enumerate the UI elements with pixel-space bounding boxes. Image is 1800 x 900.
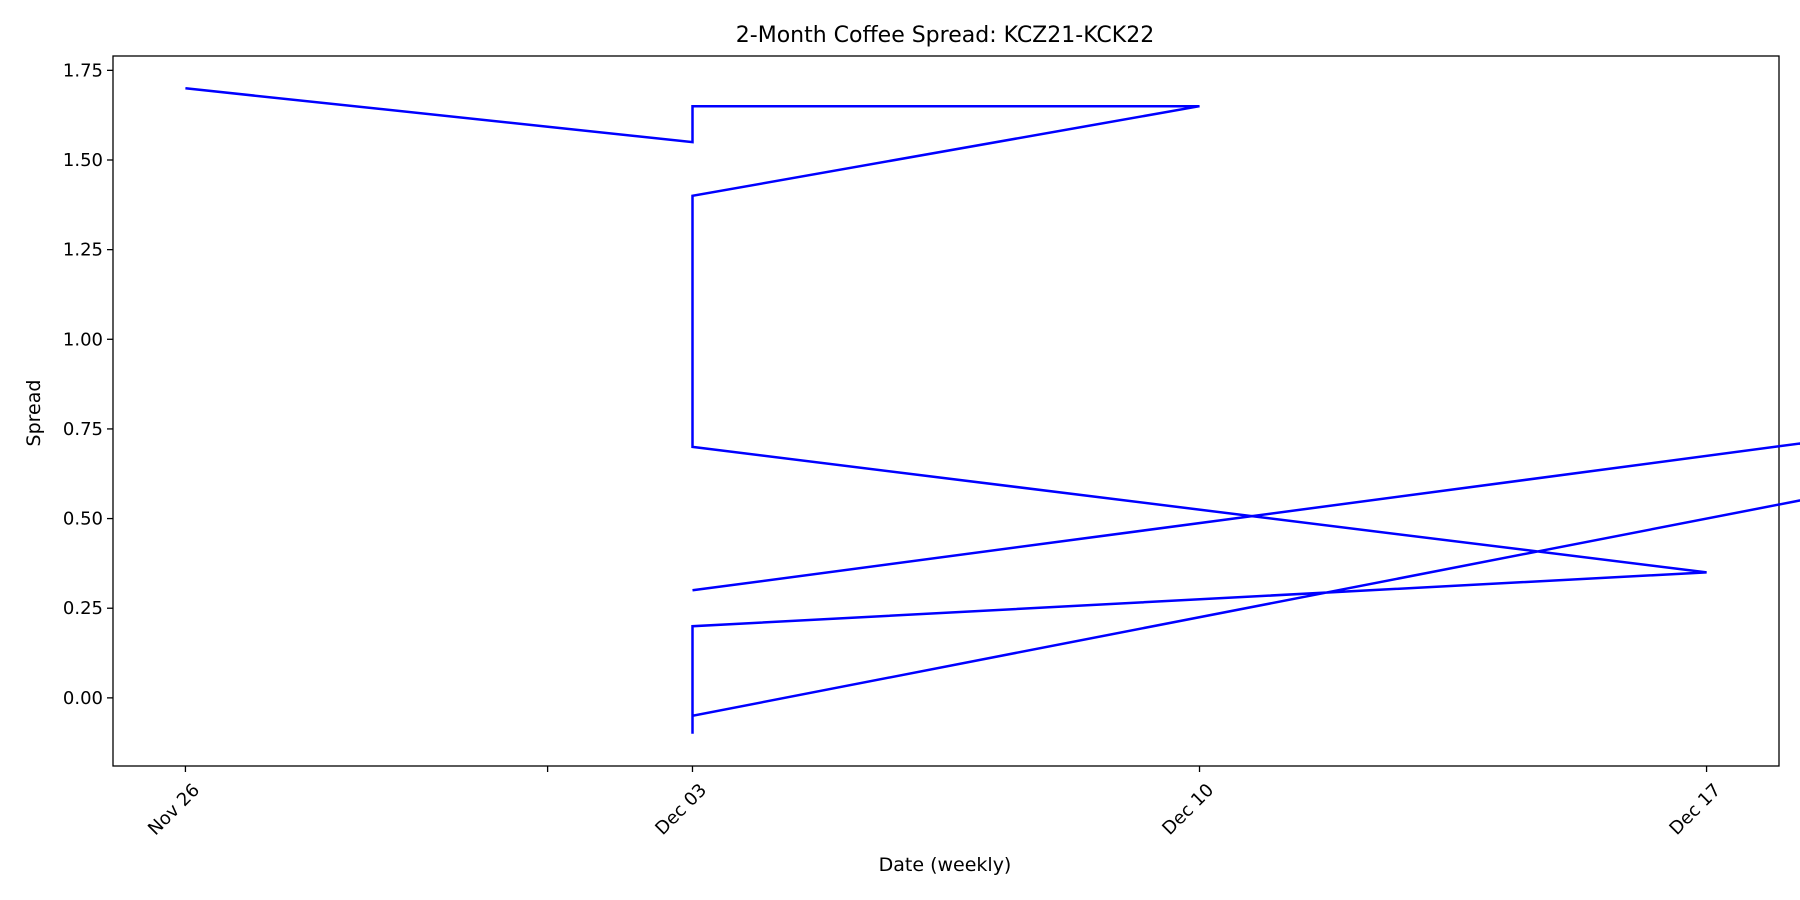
plot-area xyxy=(112,55,1780,767)
y-axis-label: Spread xyxy=(23,380,45,447)
x-axis: Nov 26 Dec 03 Dec 10 Dec 17 xyxy=(144,766,1725,840)
x-axis-label: Date (weekly) xyxy=(879,854,1012,876)
y-axis: 0.00 0.25 0.50 0.75 1.00 1.25 1.50 1.75 xyxy=(63,60,113,709)
y-tick-label: 0.25 xyxy=(63,598,103,619)
y-tick-label: 1.75 xyxy=(63,60,103,81)
x-tick-label: Dec 17 xyxy=(1665,780,1725,840)
y-tick-label: 0.50 xyxy=(63,509,103,530)
x-tick-label: Dec 03 xyxy=(651,780,711,840)
y-tick-label: 1.00 xyxy=(63,329,103,350)
chart-title: 2-Month Coffee Spread: KCZ21-KCK22 xyxy=(736,23,1154,48)
y-tick-label: 1.25 xyxy=(63,240,103,261)
series-group xyxy=(185,87,1800,734)
y-tick-label: 1.50 xyxy=(63,150,103,171)
x-tick-label: Dec 10 xyxy=(1158,780,1218,840)
x-tick-label: Nov 26 xyxy=(144,780,204,840)
y-tick-label: 0.75 xyxy=(63,419,103,440)
plot-frame xyxy=(112,55,1780,767)
y-tick-label: 0.00 xyxy=(63,688,103,709)
series-line xyxy=(185,87,1800,734)
